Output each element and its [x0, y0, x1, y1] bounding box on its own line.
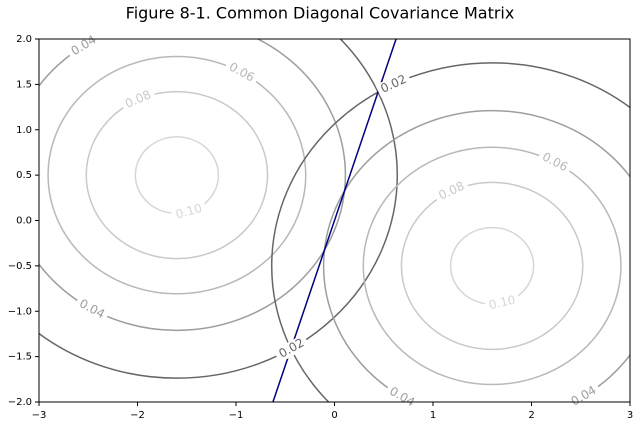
- y-tick-label: −1.0: [8, 306, 32, 317]
- contour-line: [85, 90, 269, 260]
- label-gap: [119, 86, 157, 113]
- label-gap: [73, 294, 111, 324]
- y-tick-label: 0.5: [16, 170, 32, 181]
- contour-line: [400, 181, 584, 351]
- x-tick-label: −3: [32, 410, 47, 421]
- contour-label: 0.06: [536, 148, 574, 177]
- contour-label: 0.04: [565, 381, 602, 411]
- y-tick-label: 1.0: [16, 125, 32, 136]
- contour-label: 0.02: [273, 334, 310, 363]
- y-tick-label: 0.0: [16, 216, 32, 227]
- contour-label-text: 0.08: [436, 179, 466, 203]
- contour-label-text: 0.10: [174, 201, 203, 222]
- y-tick-label: 1.5: [16, 79, 32, 90]
- contour-label: 0.02: [375, 70, 413, 98]
- contour-label-text: 0.02: [378, 72, 408, 96]
- label-gap: [223, 58, 260, 87]
- contour-line: [39, 39, 398, 379]
- contour-line: [271, 62, 630, 402]
- y-tick-label: −0.5: [8, 261, 32, 272]
- contour-label: 0.04: [73, 294, 111, 324]
- x-tick-label: 1: [430, 410, 436, 421]
- contour-label: 0.04: [383, 382, 421, 412]
- label-gap: [273, 334, 310, 363]
- x-tick-label: 2: [528, 410, 534, 421]
- contour-line: [362, 146, 622, 386]
- contour-label-text: 0.06: [540, 149, 570, 174]
- x-tick-label: −1: [229, 410, 244, 421]
- contour-label: 0.10: [170, 200, 208, 224]
- contour-line: [449, 226, 535, 305]
- chart-title: Figure 8-1. Common Diagonal Covariance M…: [126, 4, 515, 23]
- contour-line: [322, 109, 630, 402]
- contour-label: 0.08: [433, 177, 470, 205]
- contour-label-text: 0.08: [123, 87, 153, 110]
- contour-label-text: 0.10: [488, 293, 517, 313]
- contour-line: [39, 39, 347, 332]
- label-gap: [536, 148, 574, 177]
- label-gap: [65, 30, 102, 61]
- x-tick-label: −2: [130, 410, 145, 421]
- axes: −3 −2 −1 0 1 2 3 −2.0 −1.5 −1.0 −0.5 0.0 0.5 1.0 1.5 2.…: [8, 34, 633, 421]
- x-tick-label: 3: [627, 410, 633, 421]
- label-gap: [383, 382, 421, 412]
- x-tick-label: 0: [331, 410, 337, 421]
- contour-label: 0.06: [223, 58, 260, 87]
- contour-line: [47, 55, 307, 295]
- contour-label: 0.10: [484, 292, 521, 314]
- contour-label: 0.04: [65, 30, 102, 61]
- y-tick-label: 2.0: [16, 34, 32, 45]
- y-tick-label: −1.5: [8, 352, 32, 363]
- contour-line: [134, 136, 220, 215]
- label-gap: [565, 381, 602, 411]
- contour-label: 0.08: [119, 86, 157, 113]
- label-gap: [170, 200, 208, 224]
- y-tick-label: −2.0: [8, 397, 32, 408]
- label-gap: [433, 177, 470, 205]
- label-gap: [375, 70, 413, 98]
- label-gap: [484, 292, 521, 314]
